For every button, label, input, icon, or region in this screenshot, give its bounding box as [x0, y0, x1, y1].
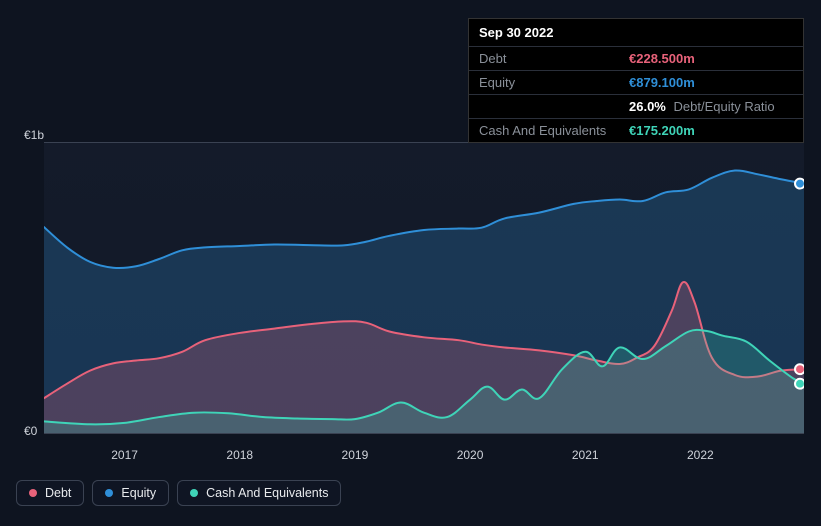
x-tick-2019: 2019 — [342, 448, 369, 462]
legend: Debt Equity Cash And Equivalents — [16, 480, 341, 506]
x-tick-2018: 2018 — [226, 448, 253, 462]
legend-item-debt[interactable]: Debt — [16, 480, 84, 506]
tooltip-row-cash: Cash And Equivalents €175.200m — [469, 119, 803, 142]
tooltip-label-debt: Debt — [479, 51, 629, 66]
chart-plot[interactable] — [44, 142, 804, 434]
end-marker-equity — [795, 179, 804, 189]
tooltip-label-equity: Equity — [479, 75, 629, 90]
tooltip-row-ratio: 26.0% Debt/Equity Ratio — [469, 95, 803, 119]
tooltip-value-ratio-wrap: 26.0% Debt/Equity Ratio — [629, 99, 775, 114]
x-tick-2022: 2022 — [687, 448, 714, 462]
legend-label-equity: Equity — [121, 486, 156, 500]
legend-item-cash[interactable]: Cash And Equivalents — [177, 480, 341, 506]
legend-label-debt: Debt — [45, 486, 71, 500]
tooltip-value-cash: €175.200m — [629, 123, 695, 138]
tooltip-row-equity: Equity €879.100m — [469, 71, 803, 95]
x-axis: 201720182019202020212022 — [44, 438, 804, 458]
y-tick-min: €0 — [24, 424, 37, 438]
legend-dot-equity — [105, 489, 113, 497]
end-marker-debt — [795, 364, 804, 374]
legend-item-equity[interactable]: Equity — [92, 480, 169, 506]
x-tick-2017: 2017 — [111, 448, 138, 462]
tooltip-label-ratio — [479, 99, 629, 114]
tooltip-ratio-suffix: Debt/Equity Ratio — [674, 99, 775, 114]
tooltip-panel: Sep 30 2022 Debt €228.500m Equity €879.1… — [468, 18, 804, 143]
x-tick-2021: 2021 — [572, 448, 599, 462]
tooltip-value-equity: €879.100m — [629, 75, 695, 90]
tooltip-date: Sep 30 2022 — [469, 19, 803, 47]
legend-dot-cash — [190, 489, 198, 497]
y-tick-max: €1b — [24, 128, 44, 142]
x-tick-2020: 2020 — [457, 448, 484, 462]
tooltip-value-debt: €228.500m — [629, 51, 695, 66]
tooltip-value-ratio: 26.0% — [629, 99, 666, 114]
end-marker-cash — [795, 379, 804, 389]
chart-svg — [44, 143, 804, 433]
tooltip-row-debt: Debt €228.500m — [469, 47, 803, 71]
legend-label-cash: Cash And Equivalents — [206, 486, 328, 500]
tooltip-label-cash: Cash And Equivalents — [479, 123, 629, 138]
legend-dot-debt — [29, 489, 37, 497]
